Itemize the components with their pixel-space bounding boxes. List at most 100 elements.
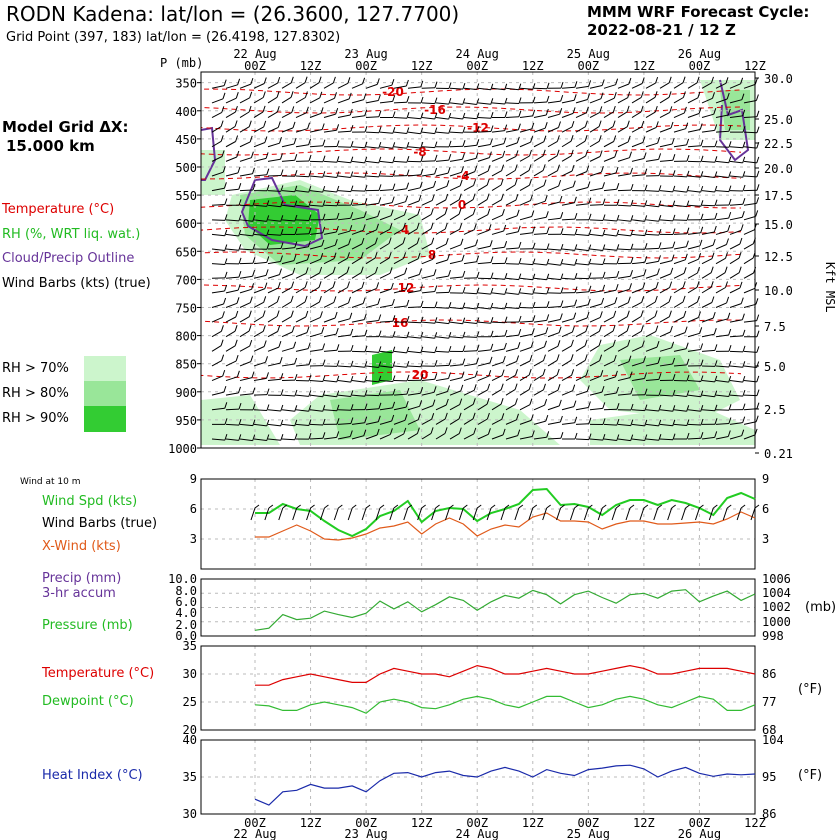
wind-barb	[575, 203, 589, 206]
cross-section-frame	[200, 71, 756, 449]
wind-barb	[491, 102, 505, 105]
wind-barb	[449, 117, 463, 120]
wind-barb-feather	[420, 346, 424, 353]
wind-barb	[267, 82, 278, 89]
wind-barb-feather	[336, 344, 340, 351]
wind-barb-feather	[350, 198, 354, 206]
wind-barb-feather	[388, 251, 392, 259]
wind-barb-feather	[364, 184, 368, 192]
wind-barb	[253, 301, 264, 308]
wind-barb-feather	[672, 214, 676, 222]
wind-barb-feather	[474, 165, 478, 172]
pressure-tick-label: 550	[175, 189, 197, 203]
wind-barb	[519, 306, 534, 309]
left-tick-label: 25	[183, 695, 197, 709]
wind-barb	[337, 244, 349, 250]
wind-barb-feather	[640, 91, 644, 98]
wind-barb-feather	[500, 398, 504, 405]
model-grid-value: 15.000 km	[6, 137, 95, 155]
wind-barb	[533, 389, 544, 396]
wind-barb	[561, 99, 575, 104]
wind-barb-10m	[306, 507, 312, 521]
wind-barb-feather	[601, 385, 605, 393]
wind-barb-feather	[571, 325, 575, 333]
wind-barb	[225, 392, 239, 396]
wind-barb	[659, 273, 671, 279]
wind-barb	[673, 246, 687, 250]
legend-precip: Precip (mm)	[42, 571, 122, 586]
wind-barb-feather	[406, 361, 410, 368]
wind-barb	[701, 394, 715, 398]
wind-barb	[323, 272, 334, 279]
legend-rh90-swatch	[84, 406, 126, 432]
wind-barb	[645, 287, 657, 294]
wind-barb	[659, 347, 672, 352]
wind-barb-feather	[390, 282, 394, 290]
wind-barb-feather	[434, 167, 438, 175]
wind-barb	[659, 96, 670, 104]
wind-barb-feather	[348, 238, 352, 245]
wind-barb	[491, 361, 504, 367]
wind-barb	[673, 219, 688, 221]
wind-barb	[211, 330, 222, 338]
wind-barb-feather	[445, 238, 449, 245]
bottom-day-label: 24 Aug	[456, 827, 499, 840]
wind-barb	[407, 350, 421, 354]
wind-barb	[561, 345, 572, 352]
wind-barb	[449, 433, 460, 440]
wind-barb-feather	[461, 371, 465, 378]
wind-barb-feather	[514, 398, 518, 405]
wind-barb-feather	[404, 414, 408, 421]
wind-barb-feather	[542, 164, 546, 171]
wind-barb	[547, 113, 560, 119]
wind-barb-feather	[224, 284, 228, 292]
wind-barb	[449, 306, 463, 310]
wind-barb-feather	[546, 258, 550, 266]
wind-barb-10m	[250, 507, 256, 521]
wind-barb	[729, 160, 743, 164]
wind-barb-feather	[640, 310, 644, 317]
wind-barb	[351, 203, 365, 206]
wind-barb-feather	[686, 214, 690, 221]
wind-barb	[715, 98, 728, 104]
wind-barb-feather	[518, 83, 522, 90]
wind-barb	[673, 394, 687, 397]
wind-barb	[575, 85, 589, 89]
wind-barb	[267, 248, 282, 250]
wind-barb	[659, 287, 670, 294]
wind-barb-feather	[615, 283, 619, 291]
wind-barb-feather	[332, 281, 336, 288]
wind-barb	[491, 375, 503, 382]
wind-barb-feather	[546, 95, 550, 103]
wind-barb	[309, 437, 323, 440]
wind-barb-feather	[714, 185, 718, 193]
wind-barb	[239, 141, 251, 148]
wind-barb-feather	[416, 427, 420, 434]
wind-barb-feather	[266, 434, 270, 441]
right-tick-label: 998	[762, 629, 784, 643]
wind-barb-feather	[571, 369, 575, 376]
left-tick-label: 2.0	[175, 618, 197, 632]
wind-barb	[687, 332, 700, 338]
wind-barb	[463, 433, 475, 440]
wind-barb-feather	[528, 164, 532, 171]
wind-barb-feather	[501, 369, 505, 376]
wind-barb	[281, 423, 295, 427]
wind-barb	[365, 116, 379, 119]
wind-barb-feather	[308, 405, 312, 412]
wind-barb	[253, 316, 264, 323]
wind-barb-10m	[361, 507, 367, 521]
wind-barb	[449, 404, 460, 411]
wind-barb-feather	[265, 152, 269, 159]
wind-barb-feather	[238, 229, 242, 237]
wind-barb-feather	[406, 331, 410, 338]
wind-barb	[435, 102, 449, 105]
wind-barb	[211, 360, 222, 367]
wind-barb-feather	[430, 427, 434, 434]
wind-barb	[337, 436, 351, 440]
wind-barb-feather	[290, 310, 294, 317]
wind-barb-feather	[755, 210, 759, 217]
wind-barb-feather	[486, 412, 490, 420]
wind-barb	[575, 407, 589, 411]
wind-barb-feather	[698, 107, 702, 114]
